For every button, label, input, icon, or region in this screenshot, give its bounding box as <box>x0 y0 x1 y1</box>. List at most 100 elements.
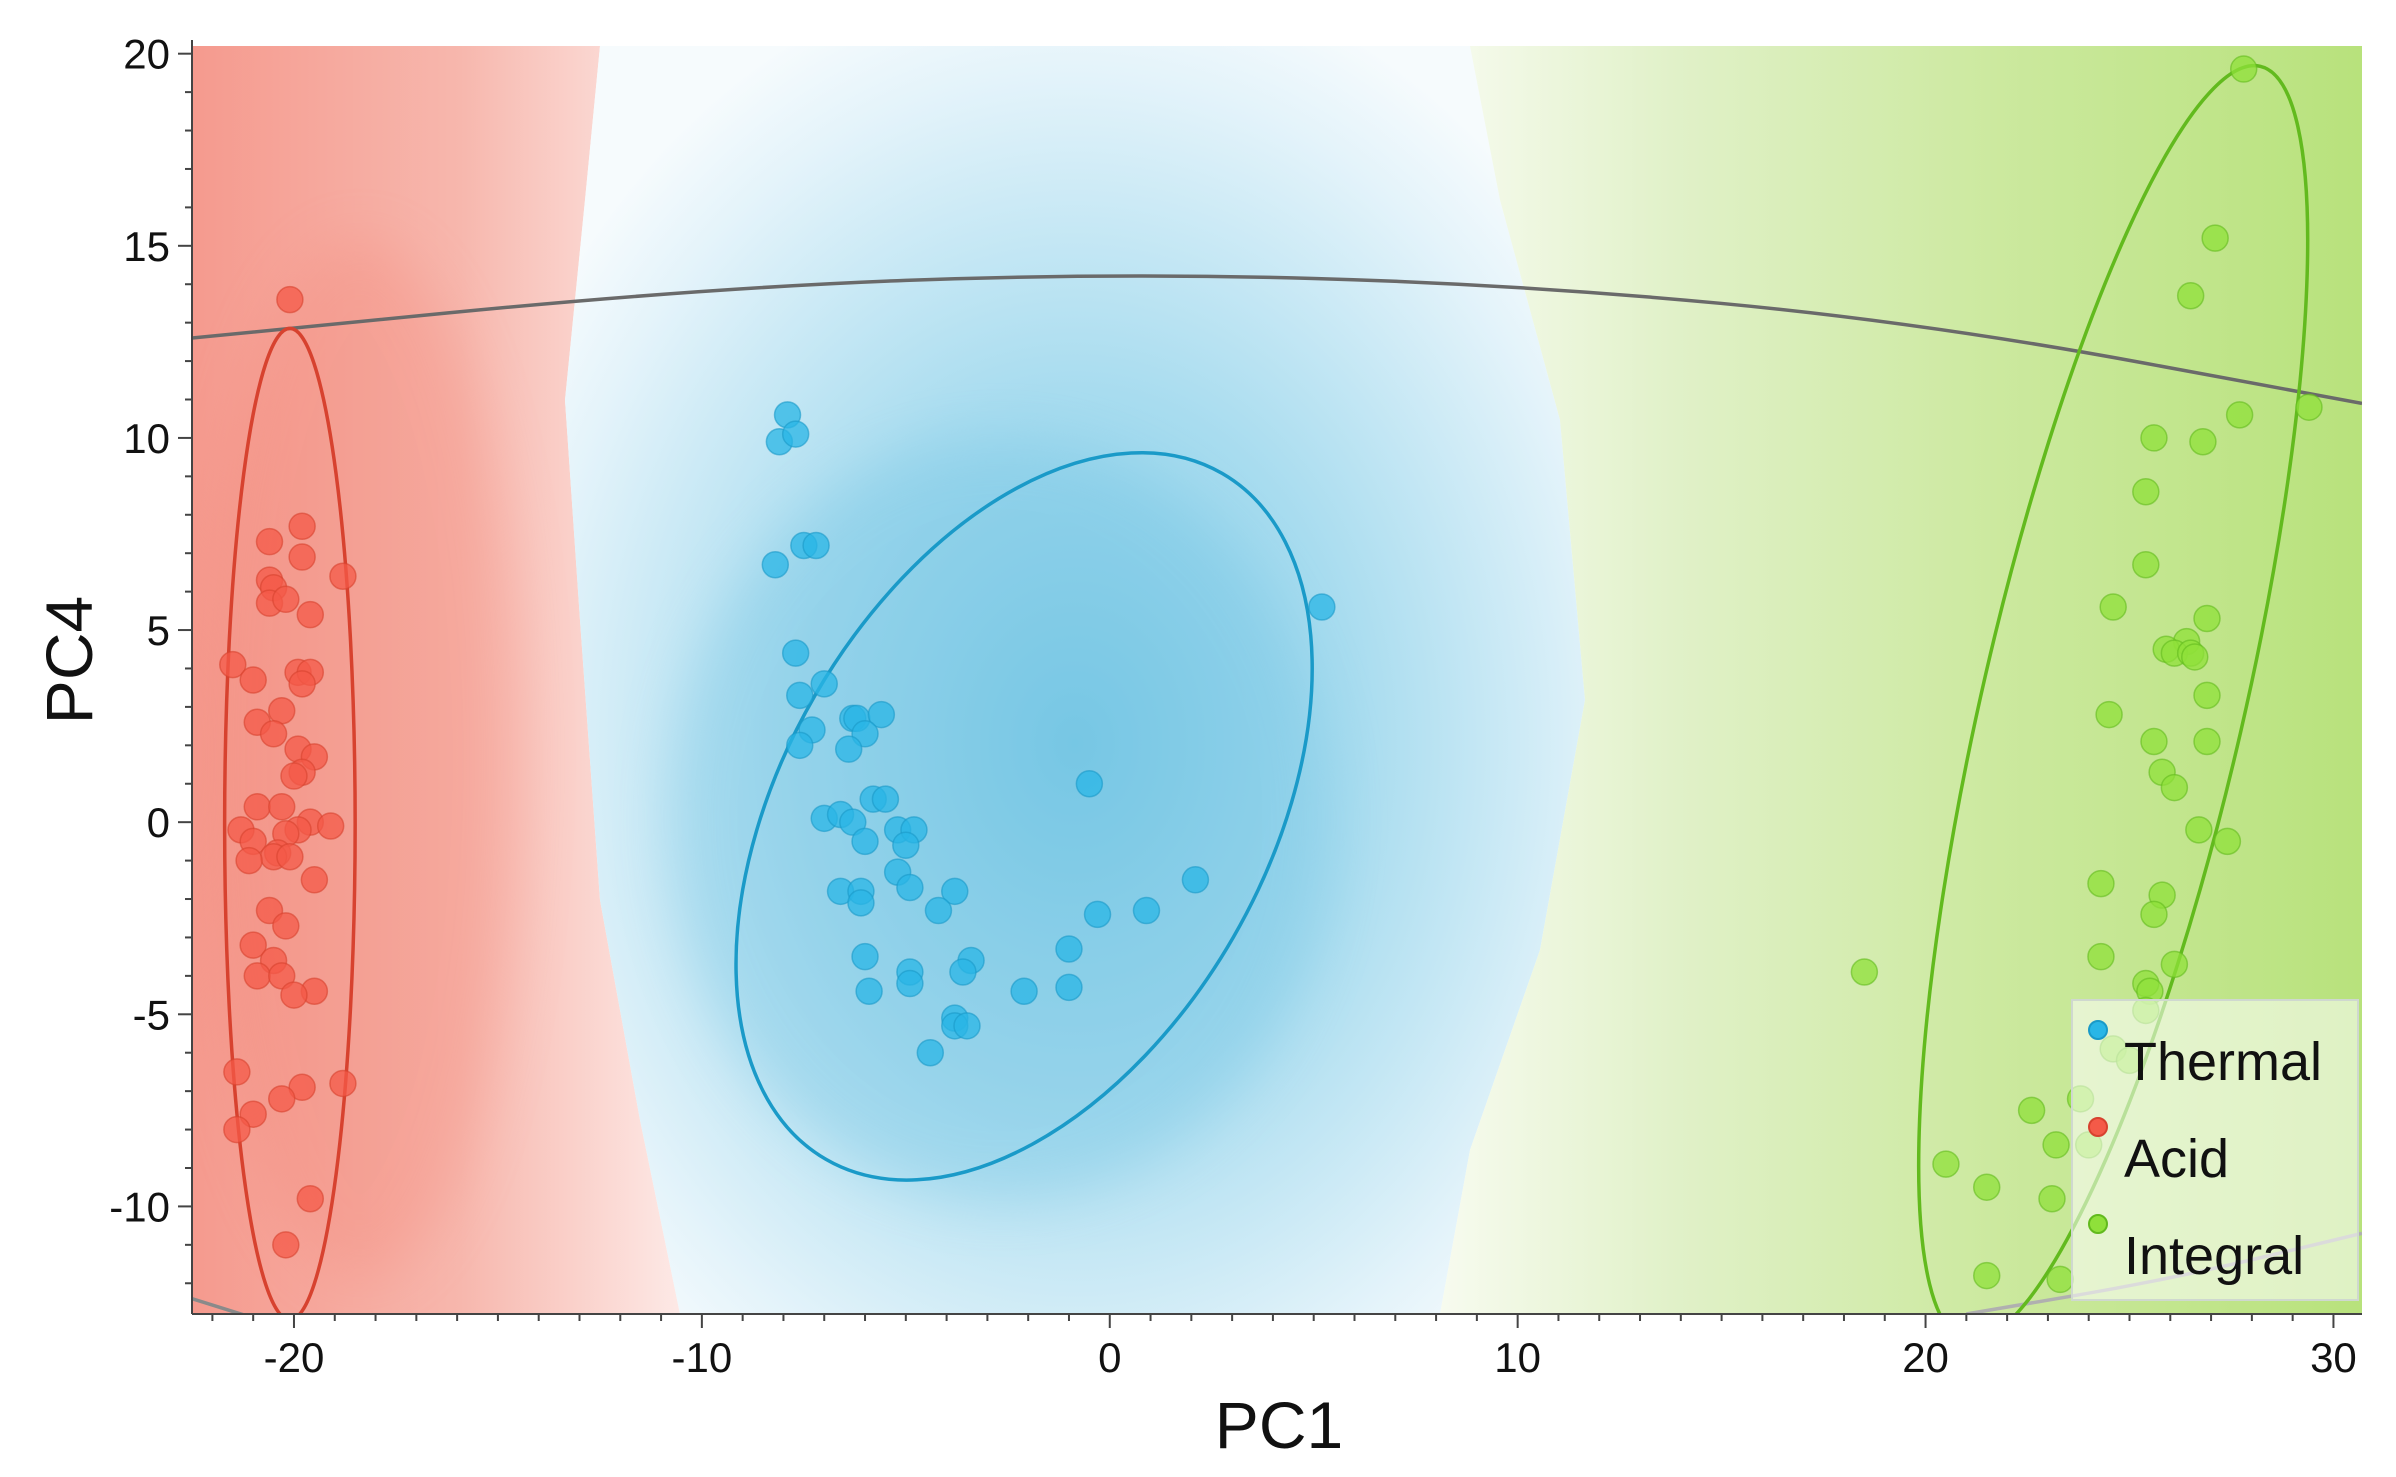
thermal-point <box>896 969 924 998</box>
thermal-point <box>941 877 969 906</box>
thermal-core-shade <box>670 440 1330 1200</box>
thermal-point <box>786 681 814 710</box>
thermal-point <box>761 550 790 579</box>
thermal-point <box>781 639 810 667</box>
acid-point <box>296 1184 325 1213</box>
acid-point <box>243 962 272 990</box>
acid-point <box>276 843 304 871</box>
acid-point <box>276 285 304 314</box>
integral-point <box>1972 1261 2001 1290</box>
integral-point <box>2042 1131 2070 1159</box>
acid-point <box>239 666 267 694</box>
boundary-curve-upper-boundary <box>192 274 2362 406</box>
thermal-point <box>916 1038 945 1067</box>
axes: -20 -10 0 10 20 30 -10 -5 0 5 10 15 20 PC1 PC4 <box>32 31 2362 1462</box>
integral-point <box>2181 643 2209 671</box>
integral-point <box>2176 282 2205 310</box>
integral-point <box>2229 55 2258 83</box>
acid-core-shade <box>200 240 520 1280</box>
acid-point <box>316 812 345 840</box>
thermal-point <box>1181 866 1210 894</box>
thermal-point <box>851 942 879 971</box>
x-tick-label: 10 <box>1494 1334 1541 1381</box>
integral-point <box>2201 224 2229 252</box>
acid-point <box>300 866 329 894</box>
integral-point <box>2193 604 2221 633</box>
legend-label-thermal: Thermal <box>2124 1032 2322 1092</box>
thermal-point <box>896 873 924 902</box>
acid-point <box>272 585 300 614</box>
thermal-point <box>892 831 920 859</box>
integral-point <box>2017 1096 2046 1125</box>
y-tick-label: -5 <box>133 991 170 1038</box>
x-tick-label: -10 <box>672 1334 733 1381</box>
legend-marker-integral <box>2088 1214 2108 1234</box>
x-axis-title: PC1 <box>1215 1388 1343 1462</box>
integral-point <box>2087 869 2115 898</box>
y-tick-label: -10 <box>109 1183 170 1230</box>
thermal-point <box>781 420 810 448</box>
integral-point <box>2160 773 2189 802</box>
y-axis-title: PC4 <box>32 596 106 724</box>
integral-point <box>2295 393 2323 421</box>
y-tick-label: 0 <box>147 799 170 846</box>
acid-point <box>272 1231 300 1259</box>
region-integral <box>1440 46 2362 1314</box>
acid-point <box>267 1085 296 1113</box>
confidence-ellipse-thermal <box>734 451 1314 1182</box>
acid-point <box>259 720 288 748</box>
integral-point <box>2225 401 2254 429</box>
acid-point <box>272 912 300 940</box>
integral-point <box>2213 827 2242 856</box>
acid-point <box>243 793 272 821</box>
integral-point <box>2185 816 2213 844</box>
thermal-point <box>1055 935 1083 963</box>
integral-point <box>2132 550 2160 579</box>
thermal-point <box>802 531 830 560</box>
integral-point <box>1972 1173 2001 1201</box>
acid-point <box>223 1115 251 1144</box>
acid-point <box>288 670 316 698</box>
integral-point <box>2140 727 2168 756</box>
legend-label-acid: Acid <box>2124 1129 2229 1189</box>
legend-box <box>2071 999 2359 1301</box>
confidence-ellipse-acid <box>222 326 357 1314</box>
thermal-point <box>847 889 875 917</box>
thermal-point <box>871 785 900 813</box>
thermal-point <box>1308 593 1336 621</box>
integral-point <box>2046 1265 2074 1294</box>
acid-point <box>296 600 325 629</box>
thermal-point <box>851 827 879 856</box>
thermal-point <box>786 731 814 760</box>
thermal-point <box>834 735 863 763</box>
acid-point <box>255 527 284 556</box>
acid-point <box>223 1058 251 1086</box>
integral-point <box>2160 950 2189 979</box>
x-tick-label: 0 <box>1098 1334 1121 1381</box>
thermal-point <box>810 670 838 698</box>
thermal-point <box>1132 896 1161 925</box>
integral-point <box>1932 1150 1960 1178</box>
acid-point <box>267 793 296 821</box>
acid-point <box>219 650 247 679</box>
legend: Thermal Acid Integral <box>2071 999 2359 1301</box>
acid-point <box>288 512 316 541</box>
thermal-point <box>855 977 883 1005</box>
integral-point <box>2132 477 2160 506</box>
integral-point <box>2038 1184 2066 1213</box>
integral-point <box>2140 900 2168 929</box>
integral-point <box>1850 958 1879 986</box>
acid-point <box>329 1069 357 1098</box>
acid-point <box>239 931 267 959</box>
acid-point <box>280 981 308 1009</box>
x-tick-label: 30 <box>2310 1334 2357 1381</box>
thermal-point <box>924 896 953 925</box>
thermal-point <box>1083 900 1112 929</box>
integral-point <box>2193 681 2221 710</box>
confidence-ellipse-integral <box>1916 63 2310 1314</box>
acid-point <box>280 762 308 790</box>
legend-marker-thermal <box>2088 1020 2108 1040</box>
decision-regions <box>192 46 2362 1314</box>
integral-point <box>2099 593 2127 621</box>
